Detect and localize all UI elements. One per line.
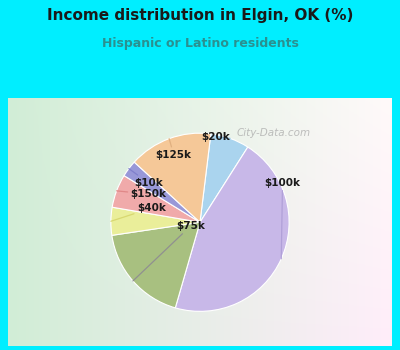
Text: $125k: $125k: [156, 139, 192, 160]
Text: $40k: $40k: [111, 203, 166, 221]
Wedge shape: [200, 134, 248, 222]
Wedge shape: [124, 162, 200, 222]
Text: Income distribution in Elgin, OK (%): Income distribution in Elgin, OK (%): [47, 8, 353, 23]
Wedge shape: [112, 222, 200, 308]
Text: $150k: $150k: [117, 189, 166, 199]
Wedge shape: [134, 133, 211, 222]
Text: $100k: $100k: [264, 178, 300, 259]
Text: City-Data.com: City-Data.com: [236, 128, 311, 139]
Text: $75k: $75k: [133, 221, 205, 281]
Wedge shape: [112, 176, 200, 222]
Wedge shape: [111, 207, 200, 235]
Text: $10k: $10k: [129, 169, 163, 188]
Wedge shape: [175, 147, 289, 312]
Text: Hispanic or Latino residents: Hispanic or Latino residents: [102, 37, 298, 50]
Text: $20k: $20k: [202, 132, 230, 142]
